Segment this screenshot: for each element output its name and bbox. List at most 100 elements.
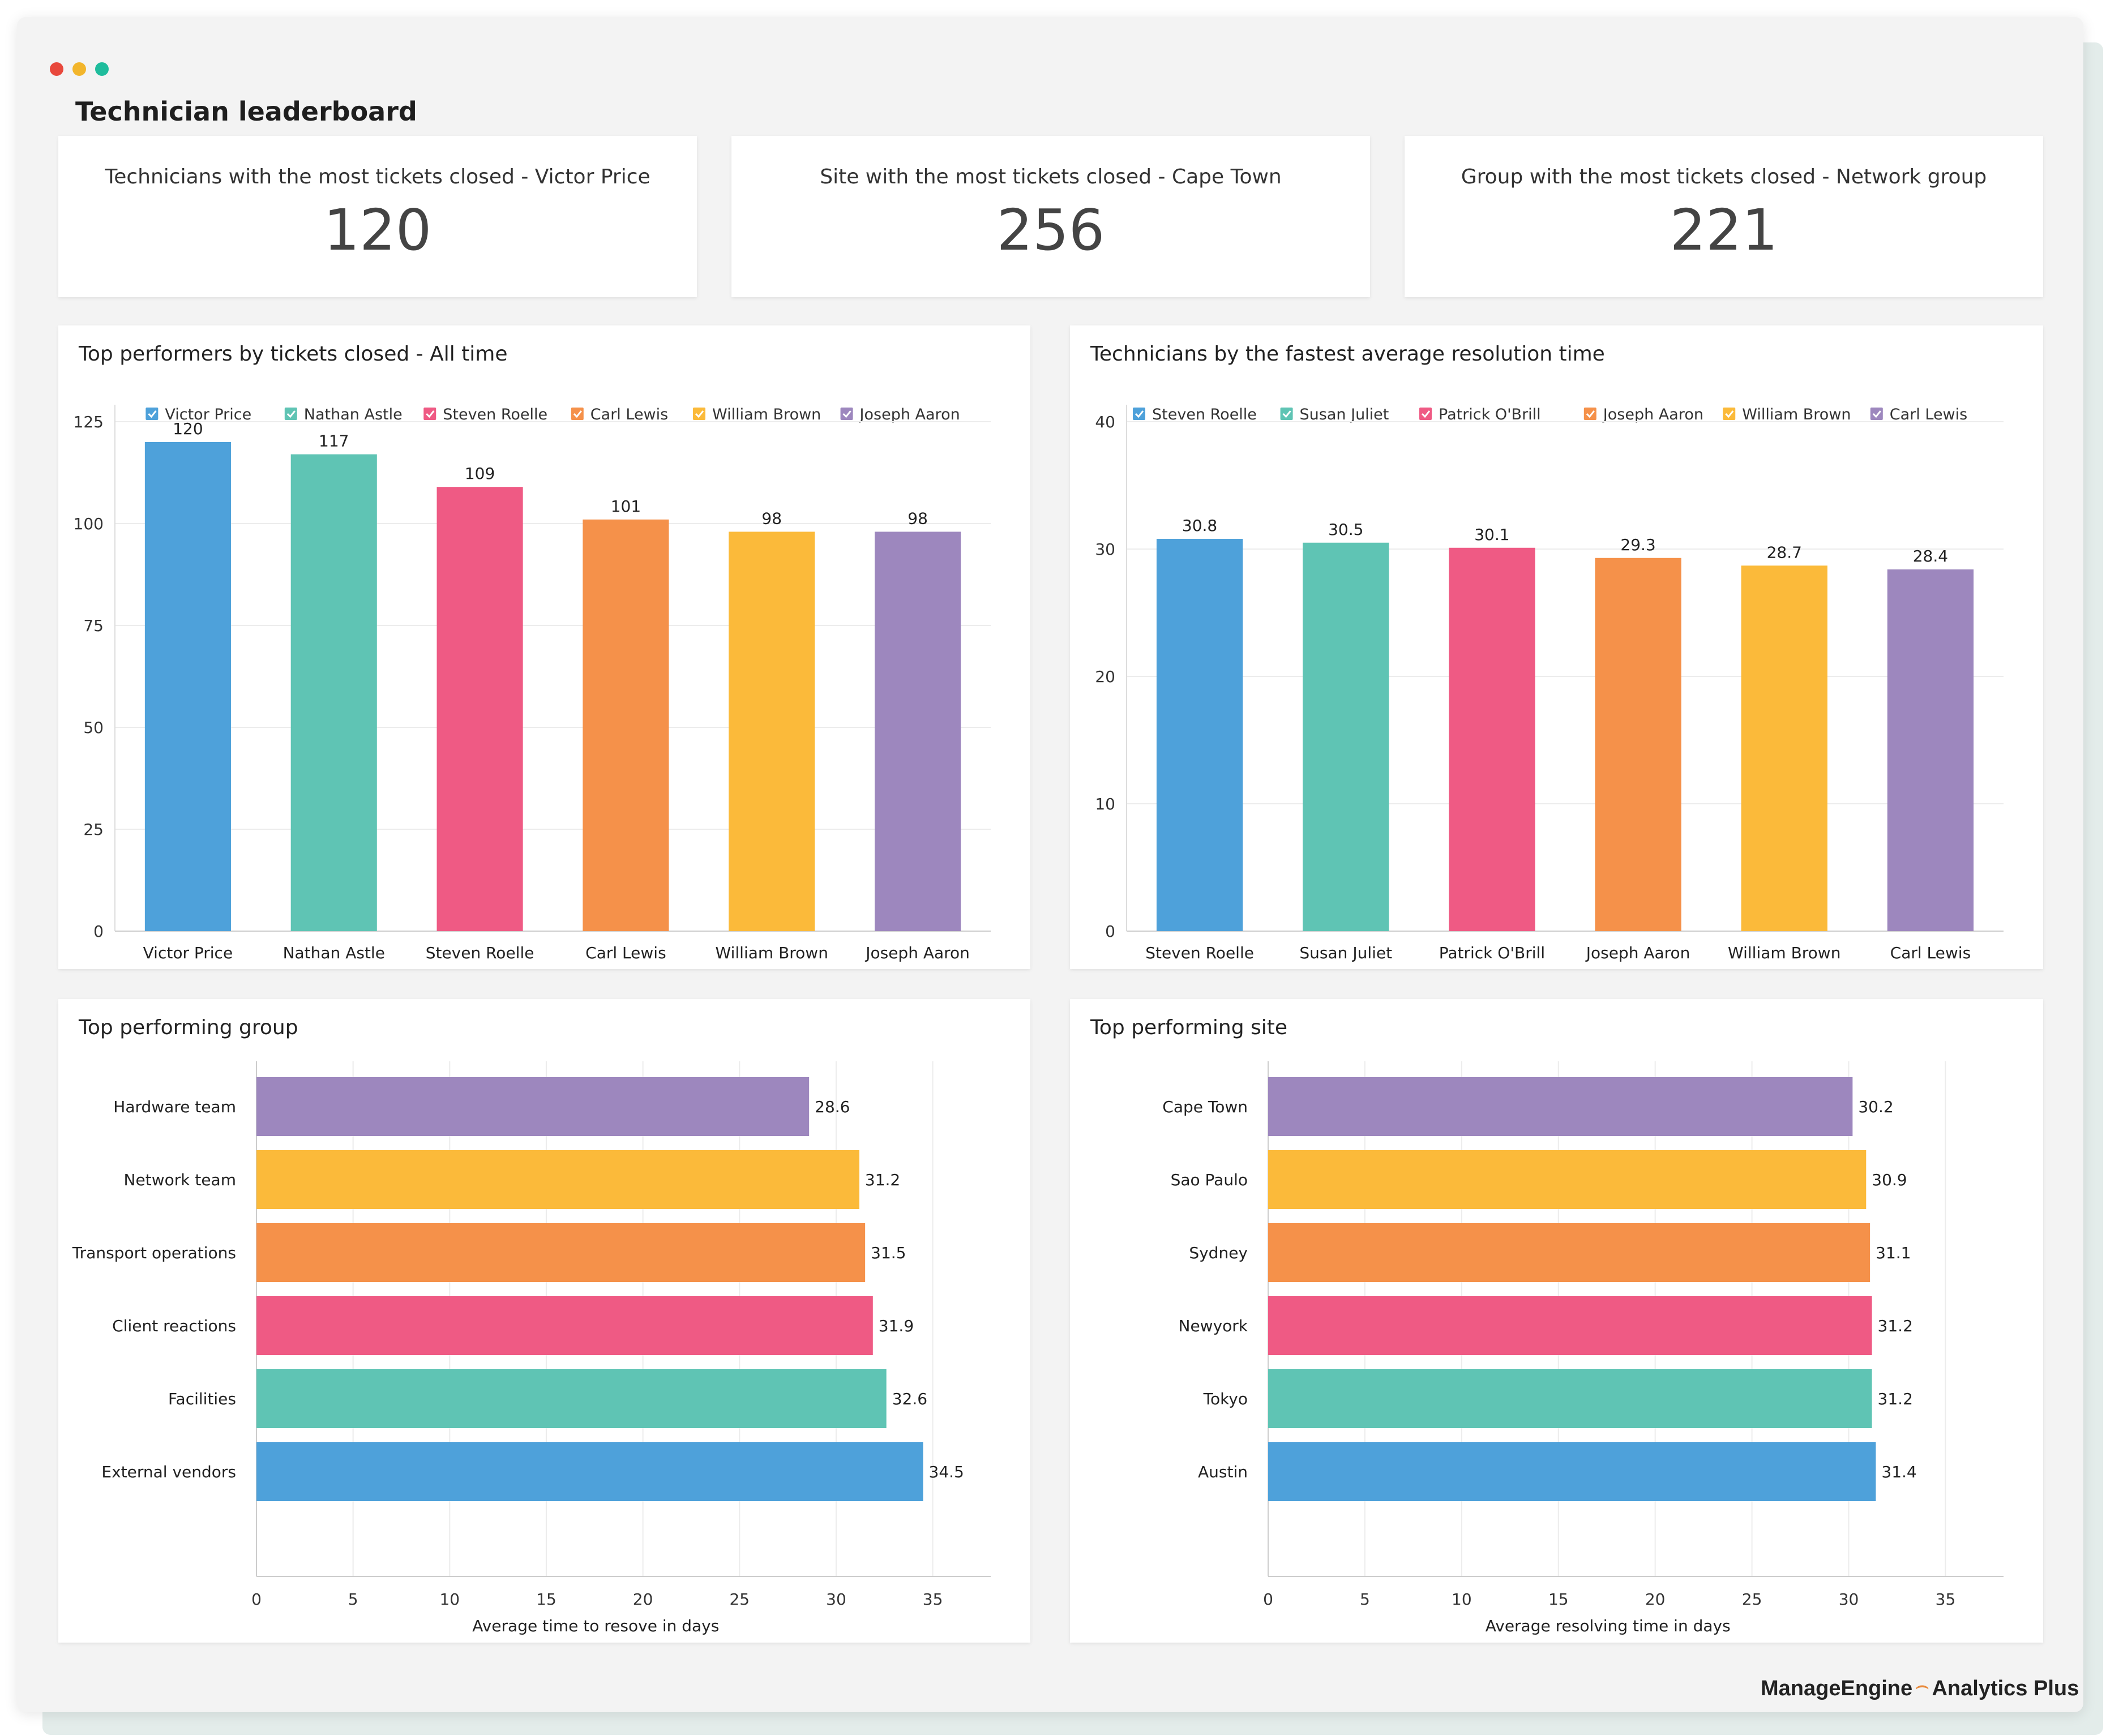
y-tick-label: Transport operations xyxy=(72,1244,236,1262)
brand-logo: ManageEngine ⌢ Analytics Plus xyxy=(1761,1673,2079,1701)
x-tick-label: William Brown xyxy=(716,944,828,962)
x-tick-label: 5 xyxy=(1360,1590,1370,1609)
maximize-window-icon[interactable] xyxy=(95,62,109,76)
y-tick-label: 0 xyxy=(93,922,104,941)
bar xyxy=(1741,565,1827,931)
close-window-icon[interactable] xyxy=(50,62,63,76)
data-label: 31.1 xyxy=(1876,1244,1911,1262)
y-tick-label: 50 xyxy=(83,718,104,737)
bar xyxy=(1303,542,1389,931)
y-tick-label: Sao Paulo xyxy=(1171,1171,1248,1189)
bar xyxy=(256,1150,859,1209)
bar xyxy=(1268,1150,1867,1209)
legend-checkbox-icon xyxy=(1723,408,1736,420)
legend-checkbox-icon xyxy=(1133,408,1145,420)
chart-card-top-group: Top performing group 0 5 10 15 20 25 30 35 28.6 H… xyxy=(58,999,1030,1643)
chart-svg: 0 5 10 15 20 25 30 35 30.2 Cape Town 30.9 Sao Paulo… xyxy=(1162,1061,2004,1635)
bar xyxy=(290,454,377,931)
x-tick-label: Victor Price xyxy=(143,944,233,962)
bar xyxy=(1156,539,1243,931)
legend-check-icon xyxy=(695,410,704,418)
bar xyxy=(1268,1442,1876,1501)
data-label: 30.1 xyxy=(1474,525,1509,544)
y-tick-label: Newyork xyxy=(1179,1317,1248,1335)
kpi-label: Technicians with the most tickets closed… xyxy=(105,165,650,188)
bar xyxy=(144,442,231,931)
x-tick-label: 35 xyxy=(1936,1590,1956,1609)
bar xyxy=(875,531,961,931)
bar xyxy=(1268,1369,1872,1428)
legend-label: Susan Juliet xyxy=(1300,406,1389,423)
x-tick-label: 20 xyxy=(1645,1590,1666,1609)
data-label: 28.6 xyxy=(815,1098,850,1116)
minimize-window-icon[interactable] xyxy=(72,62,86,76)
legend-check-icon xyxy=(1421,410,1431,418)
x-tick-label: 25 xyxy=(1742,1590,1762,1609)
data-label: 31.2 xyxy=(1878,1390,1913,1408)
legend-check-icon xyxy=(286,410,296,418)
kpi-card-group: Group with the most tickets closed - Net… xyxy=(1405,136,2043,297)
data-label: 31.9 xyxy=(879,1317,914,1335)
y-tick-label: Cape Town xyxy=(1162,1098,1248,1116)
x-tick-label: Joseph Aaron xyxy=(864,944,970,962)
legend-checkbox-icon xyxy=(145,408,159,420)
x-tick-label: 30 xyxy=(1839,1590,1859,1609)
rainbow-arc-icon: ⌢ xyxy=(1915,1673,1930,1698)
bar xyxy=(1268,1077,1853,1136)
data-label: 120 xyxy=(173,419,203,438)
x-tick-label: Steven Roelle xyxy=(1145,944,1254,962)
bar xyxy=(1449,547,1535,931)
legend-label: Joseph Aaron xyxy=(859,406,960,423)
y-tick-label: 100 xyxy=(74,515,104,533)
legend-check-icon xyxy=(842,410,851,418)
legend-label: Nathan Astle xyxy=(304,406,403,423)
bar xyxy=(256,1369,887,1428)
legend-label: William Brown xyxy=(1742,406,1851,423)
x-tick-label: 30 xyxy=(826,1590,846,1609)
x-tick-label: Steven Roelle xyxy=(426,944,534,962)
data-label: 30.5 xyxy=(1328,520,1363,539)
legend-label: Steven Roelle xyxy=(1152,406,1257,423)
x-tick-label: Carl Lewis xyxy=(585,944,666,962)
legend-checkbox-icon xyxy=(1583,408,1596,420)
legend-label: Joseph Aaron xyxy=(1602,406,1703,423)
x-tick-label: 25 xyxy=(729,1590,750,1609)
legend-check-icon xyxy=(426,410,435,418)
x-tick-label: 20 xyxy=(633,1590,653,1609)
legend-label: Steven Roelle xyxy=(443,406,547,423)
y-tick-label: 20 xyxy=(1095,667,1115,686)
brand-product: Analytics Plus xyxy=(1932,1677,2079,1700)
x-tick-label: 0 xyxy=(1263,1590,1273,1609)
bar xyxy=(436,487,523,931)
x-tick-label: Nathan Astle xyxy=(283,944,385,962)
x-tick-label: 10 xyxy=(1452,1590,1472,1609)
y-tick-label: 75 xyxy=(83,616,104,635)
brand-company: ManageEngine xyxy=(1761,1677,1913,1700)
bar xyxy=(729,531,815,931)
page-title: Technician leaderboard xyxy=(75,96,417,127)
x-tick-label: Susan Juliet xyxy=(1299,944,1392,962)
x-tick-label: 15 xyxy=(536,1590,557,1609)
y-tick-label: 125 xyxy=(74,413,104,431)
legend-check-icon xyxy=(1725,410,1734,418)
legend-label: Carl Lewis xyxy=(590,406,668,423)
legend-check-icon xyxy=(1872,410,1881,418)
x-tick-label: 10 xyxy=(439,1590,460,1609)
data-label: 98 xyxy=(761,509,782,528)
data-label: 31.2 xyxy=(865,1171,900,1189)
y-tick-label: Client reactions xyxy=(112,1317,236,1335)
data-label: 117 xyxy=(319,432,349,451)
y-tick-label: 40 xyxy=(1095,413,1115,431)
data-label: 98 xyxy=(908,509,928,528)
y-tick-label: Sydney xyxy=(1189,1244,1248,1262)
y-tick-label: 25 xyxy=(83,820,104,839)
chart-title: Top performing group xyxy=(79,1016,298,1039)
x-axis-title: Average time to resove in days xyxy=(472,1617,719,1635)
x-tick-label: William Brown xyxy=(1728,944,1840,962)
y-tick-label: Tokyo xyxy=(1203,1390,1248,1408)
legend-label: Victor Price xyxy=(165,406,251,423)
legend-check-icon xyxy=(1586,410,1595,418)
legend-label: William Brown xyxy=(712,406,821,423)
legend-checkbox-icon xyxy=(840,408,853,420)
legend-checkbox-icon xyxy=(284,408,297,420)
